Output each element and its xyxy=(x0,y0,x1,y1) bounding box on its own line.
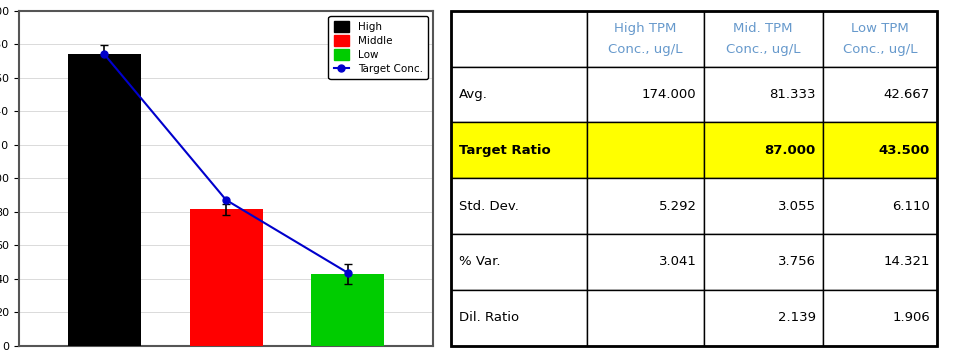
Text: Target Ratio: Target Ratio xyxy=(459,144,551,157)
Bar xyxy=(704,67,823,122)
Text: 14.321: 14.321 xyxy=(883,255,930,269)
Legend: High, Middle, Low, Target Conc.: High, Middle, Low, Target Conc. xyxy=(329,16,427,79)
Bar xyxy=(704,11,823,67)
Text: 42.667: 42.667 xyxy=(883,88,930,101)
Bar xyxy=(823,290,937,346)
Text: 5.292: 5.292 xyxy=(659,199,697,213)
Text: % Var.: % Var. xyxy=(459,255,501,269)
Bar xyxy=(451,178,587,234)
Bar xyxy=(823,11,937,67)
Text: Avg.: Avg. xyxy=(459,88,489,101)
Bar xyxy=(451,234,587,290)
Bar xyxy=(587,122,704,178)
Bar xyxy=(587,11,704,67)
Target Conc. xyxy=(98,52,110,57)
Bar xyxy=(451,122,587,178)
Bar xyxy=(704,234,823,290)
Text: Std. Dev.: Std. Dev. xyxy=(459,199,519,213)
Text: 81.333: 81.333 xyxy=(769,88,815,101)
Bar xyxy=(587,234,704,290)
Bar xyxy=(451,290,587,346)
Text: Dil. Ratio: Dil. Ratio xyxy=(459,311,519,324)
Bar xyxy=(587,178,704,234)
Text: 2.139: 2.139 xyxy=(777,311,815,324)
Bar xyxy=(312,274,384,346)
Text: 6.110: 6.110 xyxy=(892,199,930,213)
Target Conc. xyxy=(342,271,354,275)
Bar xyxy=(451,11,587,67)
Text: 43.500: 43.500 xyxy=(879,144,930,157)
Text: Conc., ug/L: Conc., ug/L xyxy=(608,43,683,57)
Bar xyxy=(68,54,141,346)
Text: 3.041: 3.041 xyxy=(659,255,697,269)
Text: 1.906: 1.906 xyxy=(892,311,930,324)
Text: Low TPM: Low TPM xyxy=(851,22,908,35)
Bar xyxy=(823,67,937,122)
Bar xyxy=(704,122,823,178)
Bar xyxy=(704,178,823,234)
Bar xyxy=(823,234,937,290)
Text: Conc., ug/L: Conc., ug/L xyxy=(842,43,917,57)
Text: 87.000: 87.000 xyxy=(764,144,815,157)
Text: Conc., ug/L: Conc., ug/L xyxy=(726,43,800,57)
Bar xyxy=(587,67,704,122)
Bar xyxy=(189,210,263,346)
Line: Target Conc.: Target Conc. xyxy=(101,51,351,276)
Text: 3.055: 3.055 xyxy=(777,199,815,213)
Text: 3.756: 3.756 xyxy=(777,255,815,269)
Text: High TPM: High TPM xyxy=(614,22,677,35)
Text: 174.000: 174.000 xyxy=(642,88,697,101)
Bar xyxy=(451,67,587,122)
Bar xyxy=(704,290,823,346)
Text: Mid. TPM: Mid. TPM xyxy=(733,22,793,35)
Target Conc. xyxy=(220,198,231,202)
Bar xyxy=(823,178,937,234)
Bar xyxy=(587,290,704,346)
Bar xyxy=(823,122,937,178)
